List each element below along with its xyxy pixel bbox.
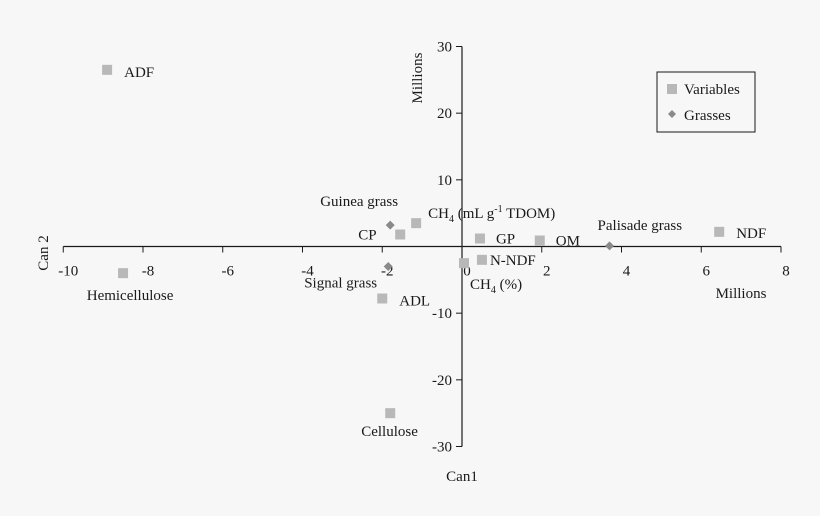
y-axis-unit-label: Millions (410, 52, 426, 103)
tick-marks (62, 45, 782, 448)
x-tick-label: 0 (463, 264, 471, 280)
x-tick-label: 4 (623, 264, 631, 280)
x-tick-label: -8 (142, 264, 155, 280)
label-ch4-ml-g-1-tdom: CH4 (mL g-1 TDOM) (428, 204, 555, 225)
label-adf: ADF (124, 65, 154, 81)
x-tick-label: 8 (782, 264, 790, 280)
label-palisade-grass: Palisade grass (598, 218, 683, 234)
data-points (102, 64, 725, 419)
point-adf (102, 64, 113, 75)
x-tick-label: -4 (301, 264, 314, 280)
label-signal-grass: Signal grass (304, 276, 377, 292)
y-tick-label: -30 (432, 440, 452, 456)
label-cp: CP (358, 227, 376, 243)
label-adl: ADL (399, 294, 430, 310)
y-tick-label: -10 (432, 306, 452, 322)
point-signal-grass (383, 262, 393, 272)
point-adl (377, 293, 388, 304)
point-guinea-grass (385, 220, 395, 230)
y-tick-label: 20 (437, 106, 452, 122)
x-axis-title: Can1 (446, 469, 478, 485)
point-om (534, 235, 545, 246)
point-cp (395, 229, 406, 240)
label-gp: GP (496, 231, 515, 247)
legend-label-variables: Variables (684, 82, 740, 98)
label-n-ndf: N-NDF (490, 253, 536, 269)
x-tick-label: 6 (703, 264, 711, 280)
point-hemicellulose (118, 268, 129, 279)
legend-label-grasses: Grasses (684, 108, 731, 124)
point-ch4 (458, 258, 469, 269)
y-tick-label: -20 (432, 373, 452, 389)
legend-box (656, 71, 756, 133)
legend: Variables Grasses (656, 71, 756, 133)
x-tick-label: -10 (58, 264, 78, 280)
point-ch4-ml-g-1-tdom (411, 218, 422, 229)
y-axis-title: Can 2 (36, 235, 52, 270)
label-ndf: NDF (736, 226, 766, 242)
legend-marker-grasses (668, 110, 676, 118)
point-labels: ADF Hemicellulose CH4 (mL g-1 TDOM) CP GP OM N… (87, 65, 766, 440)
label-om: OM (556, 233, 580, 249)
x-tick-label: -6 (222, 264, 235, 280)
point-cellulose (385, 408, 396, 419)
y-tick-label: 30 (437, 39, 452, 55)
label-cellulose: Cellulose (361, 424, 418, 440)
point-gp (474, 233, 485, 244)
label-ch4: CH4 (%) (470, 277, 522, 296)
label-hemicellulose: Hemicellulose (87, 288, 174, 304)
y-tick-label: 10 (437, 173, 452, 189)
legend-marker-variables (667, 84, 677, 94)
x-axis-unit-label: Millions (716, 286, 767, 302)
x-tick-label: 2 (543, 264, 551, 280)
label-guinea-grass: Guinea grass (320, 194, 398, 210)
point-n-ndf (476, 254, 487, 265)
point-ndf (714, 226, 725, 237)
point-palisade-grass (605, 241, 615, 251)
